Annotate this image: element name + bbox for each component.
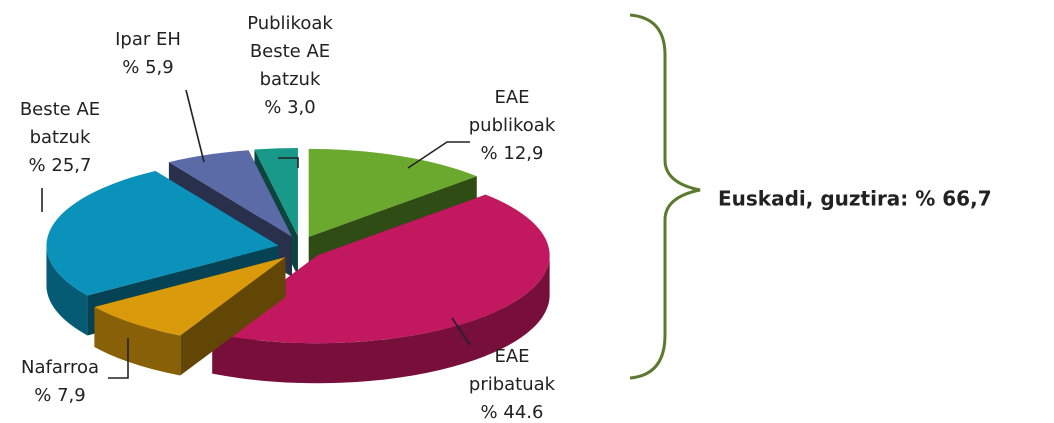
slice-side [94, 307, 181, 376]
slice-label: EAE pribatuak [469, 346, 556, 395]
slice-value-label: % 5,9 [122, 57, 173, 78]
leader-line [278, 157, 299, 168]
slice-top [94, 257, 286, 336]
slice-value-label: % 44.6 [481, 402, 544, 423]
slice-value-label: % 25,7 [29, 155, 92, 176]
slice-value-label: % 7,9 [34, 385, 85, 406]
slice-side [212, 255, 550, 384]
annotation: Euskadi, guztira: % 66,7 [718, 187, 992, 211]
slice-top [254, 147, 298, 236]
slice-value-label: % 3,0 [264, 97, 315, 118]
leader-line [407, 141, 470, 169]
slice-side [46, 245, 88, 336]
slice-value-label: % 12,9 [481, 143, 544, 164]
slice-top [308, 148, 477, 237]
leader-line [185, 89, 205, 163]
slice-label: EAE publikoak [469, 87, 556, 136]
slice-top [212, 194, 550, 344]
slice-label: Nafarroa [21, 357, 99, 378]
slice-top [46, 170, 279, 296]
slice-label: Publikoak Beste AE batzuk [247, 13, 333, 90]
slice-label: Ipar EH [115, 29, 181, 50]
leader-line [451, 317, 471, 346]
leader-line [108, 338, 129, 379]
slice-top [168, 150, 292, 237]
brace [629, 13, 701, 380]
slice-label: Beste AE batzuk [20, 99, 100, 148]
slice [94, 257, 286, 376]
slice [212, 194, 550, 384]
